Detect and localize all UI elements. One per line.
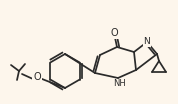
- Text: O: O: [33, 72, 41, 82]
- Text: N: N: [144, 38, 150, 46]
- Text: NH: NH: [113, 79, 125, 89]
- Text: O: O: [110, 28, 118, 38]
